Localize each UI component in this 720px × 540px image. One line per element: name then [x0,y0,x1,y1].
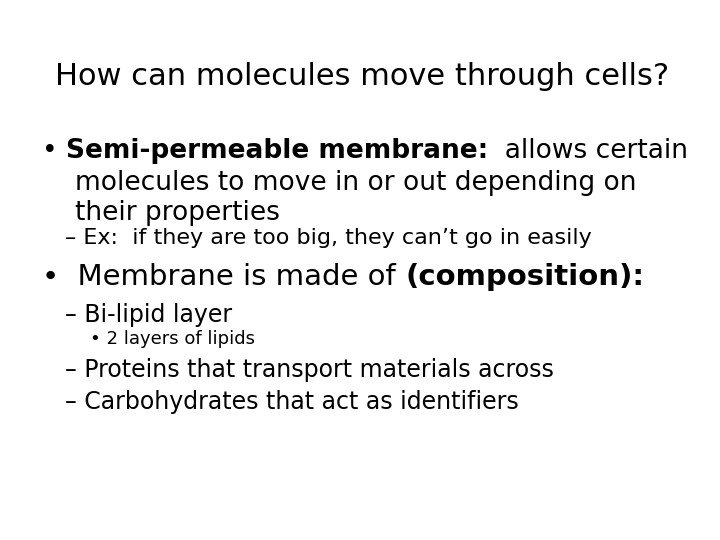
Text: – Ex:  if they are too big, they can’t go in easily: – Ex: if they are too big, they can’t go… [65,228,592,248]
Text: – Bi-lipid layer: – Bi-lipid layer [65,303,232,327]
Text: •: • [42,138,58,164]
Text: Membrane is made of: Membrane is made of [59,263,405,291]
Text: •: • [42,263,59,291]
Text: – Proteins that transport materials across: – Proteins that transport materials acro… [65,358,554,382]
Text: • 2 layers of lipids: • 2 layers of lipids [90,330,255,348]
Text: Semi-permeable membrane:: Semi-permeable membrane: [66,138,488,164]
Text: How can molecules move through cells?: How can molecules move through cells? [55,62,669,91]
Text: allows certain: allows certain [488,138,688,164]
Text: – Carbohydrates that act as identifiers: – Carbohydrates that act as identifiers [65,390,518,414]
Text: their properties: their properties [75,200,280,226]
Text: molecules to move in or out depending on: molecules to move in or out depending on [75,170,636,196]
Text: (composition):: (composition): [405,263,644,291]
